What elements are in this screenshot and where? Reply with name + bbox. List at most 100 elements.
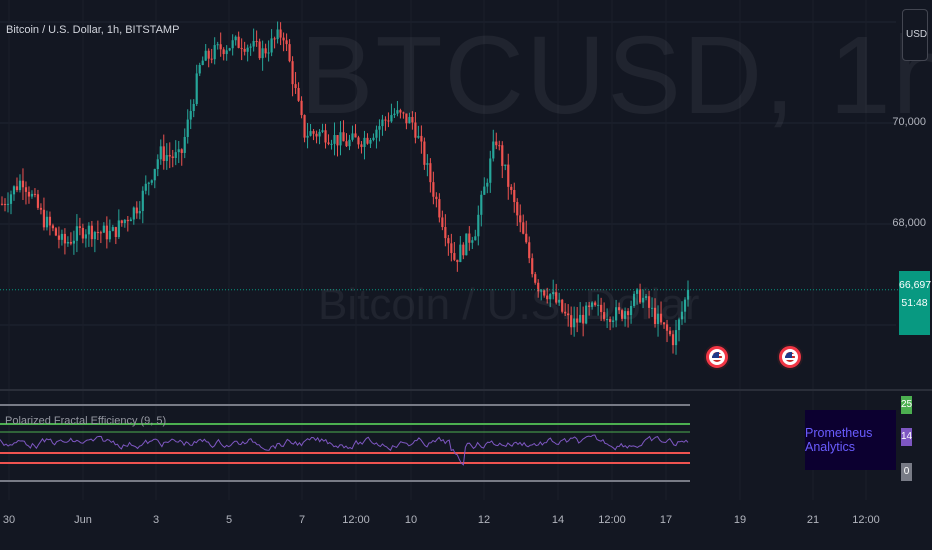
candle-body: [363, 137, 366, 147]
candle-body: [93, 232, 96, 240]
candle-body: [606, 319, 609, 321]
candle-body: [114, 227, 117, 237]
candle-body: [477, 214, 480, 237]
candle-body: [372, 137, 375, 140]
candle-body: [510, 186, 513, 191]
candle-body: [24, 187, 28, 192]
candle-body: [87, 225, 90, 235]
time-label: 17: [659, 514, 673, 526]
currency-button[interactable]: USD: [902, 9, 928, 61]
candle-body: [192, 103, 195, 112]
candle-body: [342, 132, 345, 142]
candle-body: [450, 243, 453, 254]
candle-body: [309, 131, 312, 136]
candle-body: [540, 290, 543, 292]
candle-body: [219, 44, 222, 50]
candle-body: [213, 45, 216, 60]
candle-body: [84, 234, 87, 239]
candle-body: [453, 253, 456, 260]
candle-body: [384, 119, 387, 121]
time-label: 7: [298, 514, 306, 526]
candle-body: [522, 222, 525, 234]
candle-body: [72, 240, 75, 244]
candle-body: [567, 313, 570, 316]
candle-body: [276, 29, 279, 40]
candle-body: [570, 315, 573, 328]
candle-body: [186, 119, 189, 137]
us-flag-icon[interactable]: [706, 346, 728, 368]
indicator-legend[interactable]: Polarized Fractal Efficiency (9, 5): [5, 415, 167, 427]
candle-body: [516, 202, 519, 216]
candle-body: [327, 142, 330, 144]
candle-body: [231, 40, 234, 49]
candle-body: [267, 52, 270, 54]
candle-body: [357, 137, 360, 145]
candle-body: [141, 190, 144, 212]
candle-body: [647, 296, 651, 308]
pane-divider[interactable]: [0, 389, 932, 391]
candle-body: [480, 194, 483, 215]
candle-body: [656, 313, 660, 324]
candle-body: [318, 131, 321, 137]
candle-body: [546, 295, 549, 300]
candle-body: [249, 46, 252, 48]
time-label: 30: [2, 514, 16, 526]
candle-body: [558, 299, 561, 303]
candle-body: [9, 194, 13, 204]
candle-body: [273, 38, 276, 40]
candle-body: [489, 158, 492, 183]
candle-body: [653, 307, 657, 324]
candle-body: [162, 146, 165, 161]
candle-body: [183, 136, 186, 153]
candle-body: [444, 227, 447, 239]
candle-body: [303, 115, 306, 138]
time-label: 19: [733, 514, 747, 526]
candle-body: [102, 225, 105, 233]
us-flag-icon[interactable]: [779, 346, 801, 368]
candle-body: [354, 133, 357, 138]
candle-body: [207, 50, 210, 59]
candle-body: [315, 133, 318, 137]
candle-body: [483, 186, 486, 195]
last-price-tag: 66,697 51:48: [899, 271, 931, 335]
candle-body: [498, 145, 501, 147]
candle-body: [381, 119, 384, 127]
candle-body: [513, 190, 516, 203]
candle-body: [528, 242, 531, 259]
candle-body: [677, 319, 681, 331]
candle-body: [78, 226, 81, 228]
candle-body: [426, 163, 429, 165]
candle-body: [261, 48, 264, 59]
candle-body: [45, 216, 49, 228]
level-badge-0: 0: [901, 463, 912, 481]
candle-body: [534, 274, 537, 283]
candle-body: [447, 238, 450, 244]
candle-body: [492, 141, 495, 159]
time-label: Jun: [74, 514, 92, 526]
candle-body: [150, 180, 153, 183]
candle-body: [42, 209, 46, 228]
candle-body: [378, 126, 381, 130]
candle-body: [33, 193, 37, 195]
candle-body: [471, 240, 474, 243]
candle-body: [165, 155, 168, 161]
candle-body: [501, 145, 504, 166]
candle-body: [123, 219, 126, 224]
candle-body: [132, 207, 135, 220]
candle-body: [177, 149, 180, 153]
symbol-legend[interactable]: Bitcoin / U.S. Dollar, 1h, BITSTAMP: [6, 24, 180, 36]
candle-body: [543, 290, 546, 296]
candle-body: [324, 130, 327, 143]
time-label: 21: [806, 514, 820, 526]
candle-body: [147, 182, 150, 184]
candle-body: [402, 112, 405, 114]
candle-body: [552, 292, 555, 295]
candle-body: [57, 235, 61, 240]
candle-body: [507, 164, 510, 187]
time-label: 12: [477, 514, 491, 526]
time-label: 10: [404, 514, 418, 526]
candle-body: [375, 129, 378, 138]
level-badge-14: 14: [901, 428, 912, 446]
candle-body: [504, 164, 507, 166]
